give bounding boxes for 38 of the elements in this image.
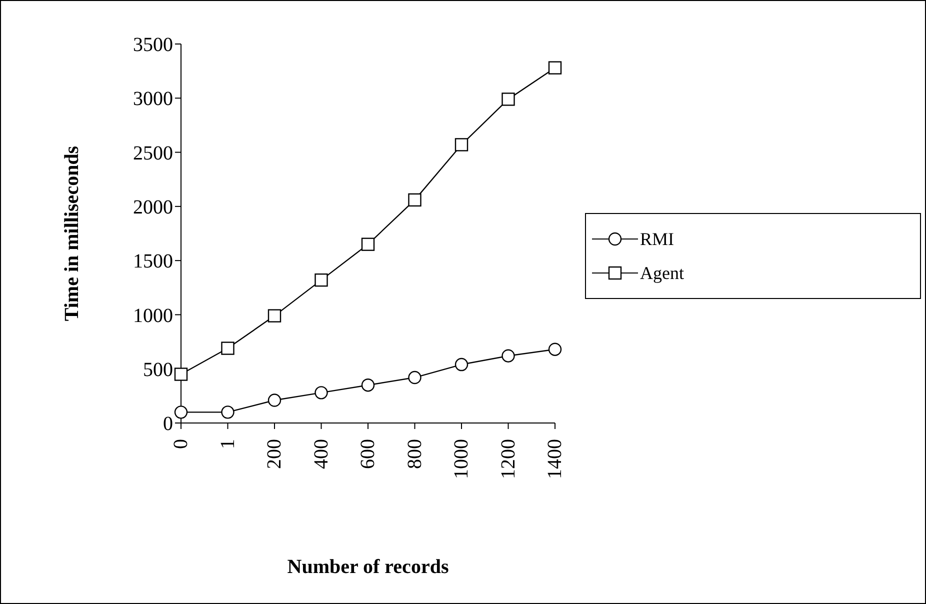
point [361,378,375,392]
x-axis-title: Number of records [287,556,449,578]
point [221,342,234,355]
point [174,406,188,419]
legend-label: Agent [640,262,684,284]
y-tick-label: 3500 [133,34,173,56]
point [454,138,468,152]
point [221,406,234,419]
point [454,358,468,372]
x-tick-label: 1000 [450,439,472,479]
x-tick-label: 1400 [544,439,566,479]
point [268,394,282,407]
point [314,386,328,400]
point [314,273,328,287]
y-tick-label: 2500 [133,142,173,164]
y-tick-label: 500 [143,358,173,381]
legend-label: RMI [640,228,674,250]
y-tick-label: 3000 [133,88,173,110]
y-tick-label: 1500 [133,250,173,273]
y-tick-label: 2000 [133,196,173,219]
point [408,193,422,207]
x-tick-label: 600 [357,439,379,469]
point [361,238,375,251]
point [174,368,188,381]
x-tick-label: 0 [170,439,192,449]
point [548,61,562,74]
point [408,370,422,384]
y-tick-label: 1000 [133,304,173,327]
point [502,92,515,106]
x-tick-label: 1 [216,439,239,449]
x-tick-label: 1200 [497,439,520,479]
y-axis-title: Time in milliseconds [61,146,84,322]
x-tick-label: 800 [404,439,426,469]
point [548,342,562,356]
point [502,349,515,362]
point [268,309,282,322]
x-tick-label: 400 [310,439,332,469]
x-tick-label: 200 [264,439,286,469]
